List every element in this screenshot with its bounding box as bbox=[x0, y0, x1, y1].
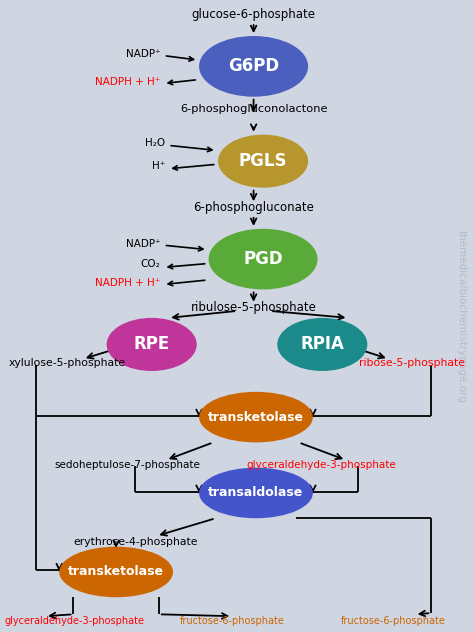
Text: glyceraldehyde-3-phosphate: glyceraldehyde-3-phosphate bbox=[246, 459, 396, 470]
Text: fructose-6-phosphate: fructose-6-phosphate bbox=[180, 616, 285, 626]
Ellipse shape bbox=[199, 392, 313, 442]
Text: transaldolase: transaldolase bbox=[209, 487, 303, 499]
Text: sedoheptulose-7-phosphate: sedoheptulose-7-phosphate bbox=[55, 459, 201, 470]
Text: NADP⁺: NADP⁺ bbox=[126, 49, 160, 59]
Ellipse shape bbox=[199, 36, 308, 97]
Text: NADPH + H⁺: NADPH + H⁺ bbox=[95, 77, 160, 87]
Text: glyceraldehyde-3-phosphate: glyceraldehyde-3-phosphate bbox=[5, 616, 145, 626]
Ellipse shape bbox=[277, 318, 367, 371]
Ellipse shape bbox=[218, 135, 308, 188]
Text: 6-phosphogluconolactone: 6-phosphogluconolactone bbox=[180, 104, 328, 114]
Text: PGD: PGD bbox=[243, 250, 283, 268]
Text: fructose-6-phosphate: fructose-6-phosphate bbox=[341, 616, 446, 626]
Text: G6PD: G6PD bbox=[228, 58, 279, 75]
Text: ribose-5-phosphate: ribose-5-phosphate bbox=[358, 358, 465, 368]
Text: erythrose-4-phosphate: erythrose-4-phosphate bbox=[73, 537, 198, 547]
Text: NADPH + H⁺: NADPH + H⁺ bbox=[95, 278, 160, 288]
Text: CO₂: CO₂ bbox=[140, 259, 160, 269]
Ellipse shape bbox=[107, 318, 197, 371]
Text: glucose-6-phosphate: glucose-6-phosphate bbox=[191, 8, 316, 21]
Text: PGLS: PGLS bbox=[239, 152, 287, 170]
Text: NADP⁺: NADP⁺ bbox=[126, 239, 160, 249]
Text: themedicalbiochemistrypage.org: themedicalbiochemistrypage.org bbox=[457, 229, 467, 403]
Ellipse shape bbox=[59, 547, 173, 597]
Text: ribulose-5-phosphate: ribulose-5-phosphate bbox=[191, 301, 317, 314]
Ellipse shape bbox=[199, 468, 313, 518]
Text: transketolase: transketolase bbox=[68, 566, 164, 578]
Ellipse shape bbox=[209, 229, 318, 289]
Text: H⁺: H⁺ bbox=[152, 161, 165, 171]
Text: H₂O: H₂O bbox=[145, 138, 165, 149]
Text: RPIA: RPIA bbox=[301, 336, 344, 353]
Text: RPE: RPE bbox=[134, 336, 170, 353]
Text: xylulose-5-phosphate: xylulose-5-phosphate bbox=[9, 358, 126, 368]
Text: 6-phosphogluconate: 6-phosphogluconate bbox=[193, 201, 314, 214]
Text: transketolase: transketolase bbox=[208, 411, 304, 423]
